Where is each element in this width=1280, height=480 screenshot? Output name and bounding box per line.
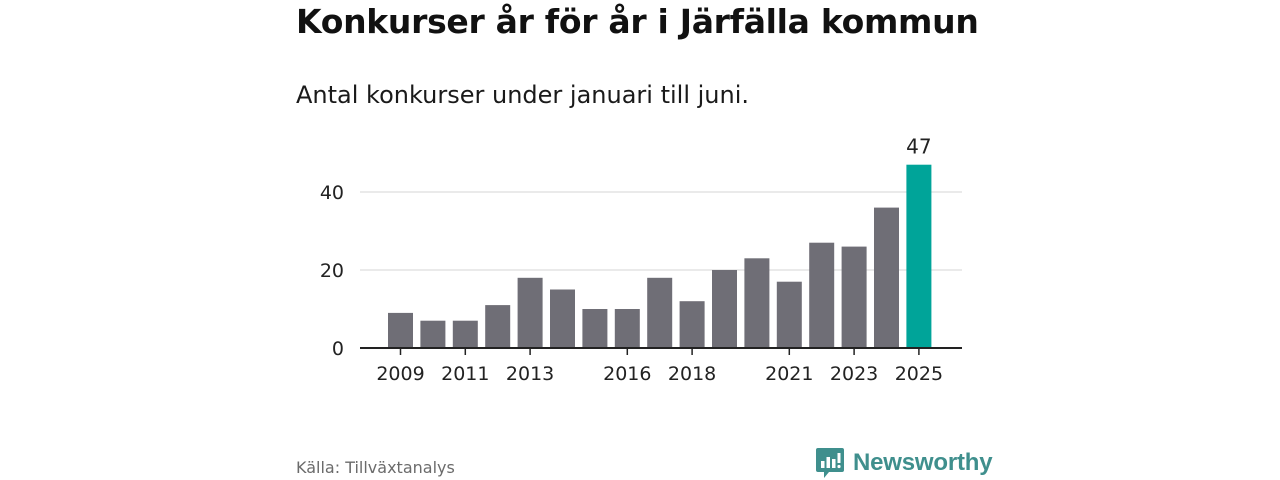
x-tick-label: 2013 — [506, 363, 554, 385]
y-tick-label: 20 — [320, 260, 344, 282]
bar — [485, 305, 511, 348]
x-tick-label: 2011 — [441, 363, 489, 385]
x-tick-label: 2009 — [376, 363, 424, 385]
newsworthy-logo-icon — [816, 448, 844, 478]
bar — [550, 289, 575, 348]
bar — [679, 301, 705, 348]
y-tick-label: 0 — [332, 338, 344, 360]
bar — [614, 309, 640, 348]
bar — [841, 246, 867, 348]
source-note: Källa: Tillväxtanalys — [296, 458, 455, 477]
data-label: 47 — [906, 135, 931, 159]
bar — [744, 258, 770, 348]
y-tick-label: 40 — [320, 182, 344, 204]
bar — [776, 281, 802, 348]
x-tick-label: 2018 — [668, 363, 716, 385]
bar — [809, 242, 835, 348]
x-tick-label: 2016 — [603, 363, 651, 385]
bar — [420, 320, 446, 348]
bar — [582, 309, 608, 348]
bar — [647, 277, 673, 348]
chart-subtitle: Antal konkurser under januari till juni. — [296, 81, 749, 109]
bar — [712, 270, 737, 348]
x-tick-label: 2023 — [830, 363, 878, 385]
bar — [452, 320, 478, 348]
x-tick-label: 2021 — [765, 363, 813, 385]
bar — [388, 312, 413, 348]
chart-title: Konkurser år för år i Järfälla kommun — [296, 2, 979, 41]
bar — [874, 207, 899, 348]
brand-logo: Newsworthy — [815, 446, 993, 480]
brand-name: Newsworthy — [853, 449, 993, 476]
bar — [906, 164, 932, 348]
x-tick-label: 2025 — [895, 363, 943, 385]
bar — [517, 277, 543, 348]
